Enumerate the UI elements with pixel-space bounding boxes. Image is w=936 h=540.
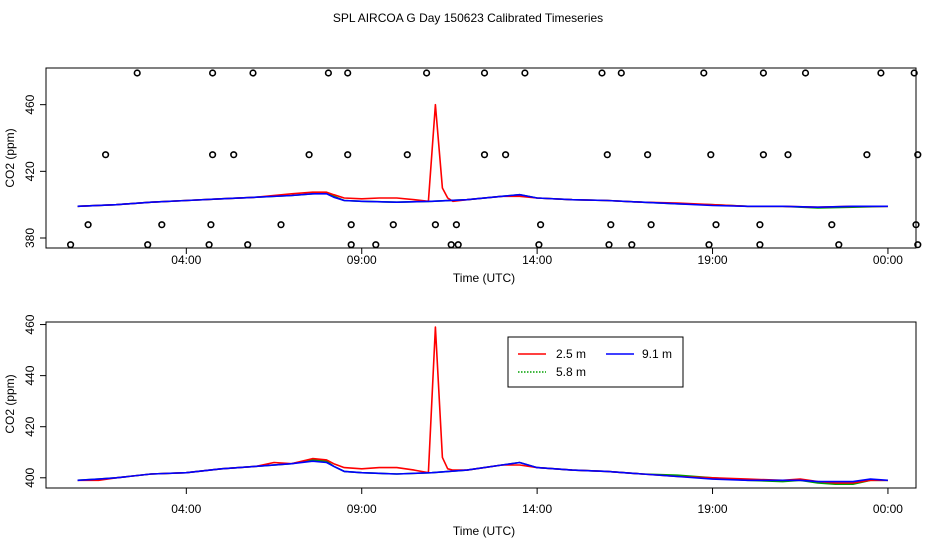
open-circle-marker [277,221,285,229]
top-x-tick-label: 00:00 [873,253,903,267]
open-circle-marker [347,221,355,229]
open-circle-marker [209,69,217,77]
open-circle-marker [707,151,715,159]
bottom-x-tick-label: 09:00 [347,502,377,516]
top-x-tick-label: 09:00 [347,253,377,267]
open-circle-marker [133,69,141,77]
open-circle-marker [480,151,489,159]
open-circle-marker [447,241,455,249]
legend-label-5.8m: 5.8 m [556,365,586,379]
open-circle-marker [603,151,611,159]
open-circle-marker [403,151,411,159]
open-circle-marker [628,241,636,249]
top-x-tick-label: 04:00 [171,253,201,267]
open-circle-marker [617,69,625,77]
bottom-y-axis-label: CO2 (ppm) [3,374,17,433]
open-circle-marker [912,221,920,229]
open-circle-marker [712,221,720,229]
bottom-panel-frame [45,321,917,489]
top-x-axis-label: Time (UTC) [453,271,515,285]
top-y-axis-label: CO2 (ppm) [3,128,17,187]
open-circle-marker [700,69,708,77]
open-circle-marker [756,221,764,229]
bottom-x-tick-label: 00:00 [873,502,903,516]
open-circle-marker [502,151,510,159]
bottom-x-axis-label: Time (UTC) [453,524,515,538]
open-circle-marker [66,241,75,249]
open-circle-marker [389,221,397,229]
open-circle-marker [101,151,110,159]
open-circle-marker [756,241,764,249]
open-circle-marker [324,69,333,77]
figure-title: SPL AIRCOA G Day 150623 Calibrated Times… [333,11,603,25]
open-circle-marker [230,151,238,159]
bottom-y-tick-label: 400 [23,467,37,487]
legend-label-2.5m: 2.5 m [556,347,586,361]
open-circle-marker [144,241,152,249]
open-circle-marker [244,241,252,249]
open-circle-marker [535,241,543,249]
bottom-series-9-1m [77,460,888,483]
open-circle-marker [828,221,836,229]
open-circle-marker [454,241,462,249]
open-circle-marker [705,241,713,249]
legend-box [507,336,684,388]
open-circle-marker [372,241,380,249]
top-panel-frame [45,67,917,249]
open-circle-marker [607,221,615,229]
open-circle-marker [643,151,652,159]
open-circle-marker [521,69,529,77]
open-circle-marker [480,69,489,77]
open-circle-marker [158,221,166,229]
open-circle-marker [759,69,768,77]
legend-label-9.1m: 9.1 m [642,347,672,361]
open-circle-marker [835,241,843,249]
open-circle-marker [801,69,810,77]
open-circle-marker [431,221,440,229]
bottom-x-tick-label: 04:00 [171,502,201,516]
open-circle-marker [344,151,352,159]
open-circle-marker [914,151,922,159]
open-circle-marker [249,69,257,77]
legend: 2.5 m 9.1 m 5.8 m [507,336,684,388]
bottom-y-tick-label: 460 [23,314,37,334]
open-circle-marker [759,151,768,159]
top-y-tick-label: 380 [23,228,37,248]
top-series-9-1m [77,193,888,208]
open-circle-marker [598,69,606,77]
open-circle-marker [347,241,355,249]
open-circle-marker [784,151,792,159]
bottom-x-tick-label: 19:00 [698,502,728,516]
bottom-panel: 04:00 09:00 14:00 19:00 00:00 400 420 440 460 Ti… [3,314,917,538]
open-circle-marker [914,241,922,249]
top-x-tick-label: 14:00 [522,253,552,267]
open-circle-marker [863,151,871,159]
open-circle-marker [452,221,461,229]
open-circle-marker [910,69,918,77]
open-circle-marker [647,221,655,229]
bottom-y-tick-label: 440 [23,365,37,385]
open-circle-marker [605,241,613,249]
open-circle-marker [207,221,215,229]
top-x-tick-label: 19:00 [698,253,728,267]
open-circle-marker [344,69,352,77]
open-circle-marker [877,69,885,77]
open-circle-marker [305,151,313,159]
open-circle-marker [536,221,545,229]
top-panel: 04:00 09:00 14:00 19:00 00:00 380 420 460 Time … [3,67,922,285]
open-circle-marker [205,241,213,249]
bottom-x-tick-label: 14:00 [522,502,552,516]
top-y-tick-label: 460 [23,94,37,114]
open-circle-marker [423,69,431,77]
open-circle-marker [84,221,92,229]
bottom-y-tick-label: 420 [23,416,37,436]
top-y-tick-label: 420 [23,161,37,181]
open-circle-marker [209,151,217,159]
bottom-series-2-5m [77,326,888,484]
